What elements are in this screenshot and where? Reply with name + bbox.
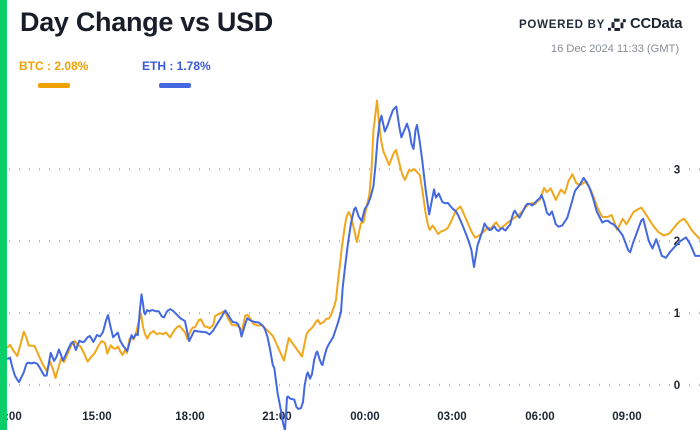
svg-text:09:00: 09:00 bbox=[612, 411, 641, 423]
svg-text:18:00: 18:00 bbox=[175, 411, 204, 423]
svg-text:0: 0 bbox=[674, 380, 680, 392]
svg-text:03:00: 03:00 bbox=[437, 411, 466, 423]
svg-text:21:00: 21:00 bbox=[262, 411, 291, 423]
svg-text:3: 3 bbox=[674, 164, 680, 176]
svg-text:15:00: 15:00 bbox=[82, 411, 111, 423]
svg-text:1: 1 bbox=[674, 308, 681, 320]
svg-text:00:00: 00:00 bbox=[350, 411, 379, 423]
svg-text:2: 2 bbox=[674, 236, 680, 248]
svg-text:06:00: 06:00 bbox=[525, 411, 554, 423]
